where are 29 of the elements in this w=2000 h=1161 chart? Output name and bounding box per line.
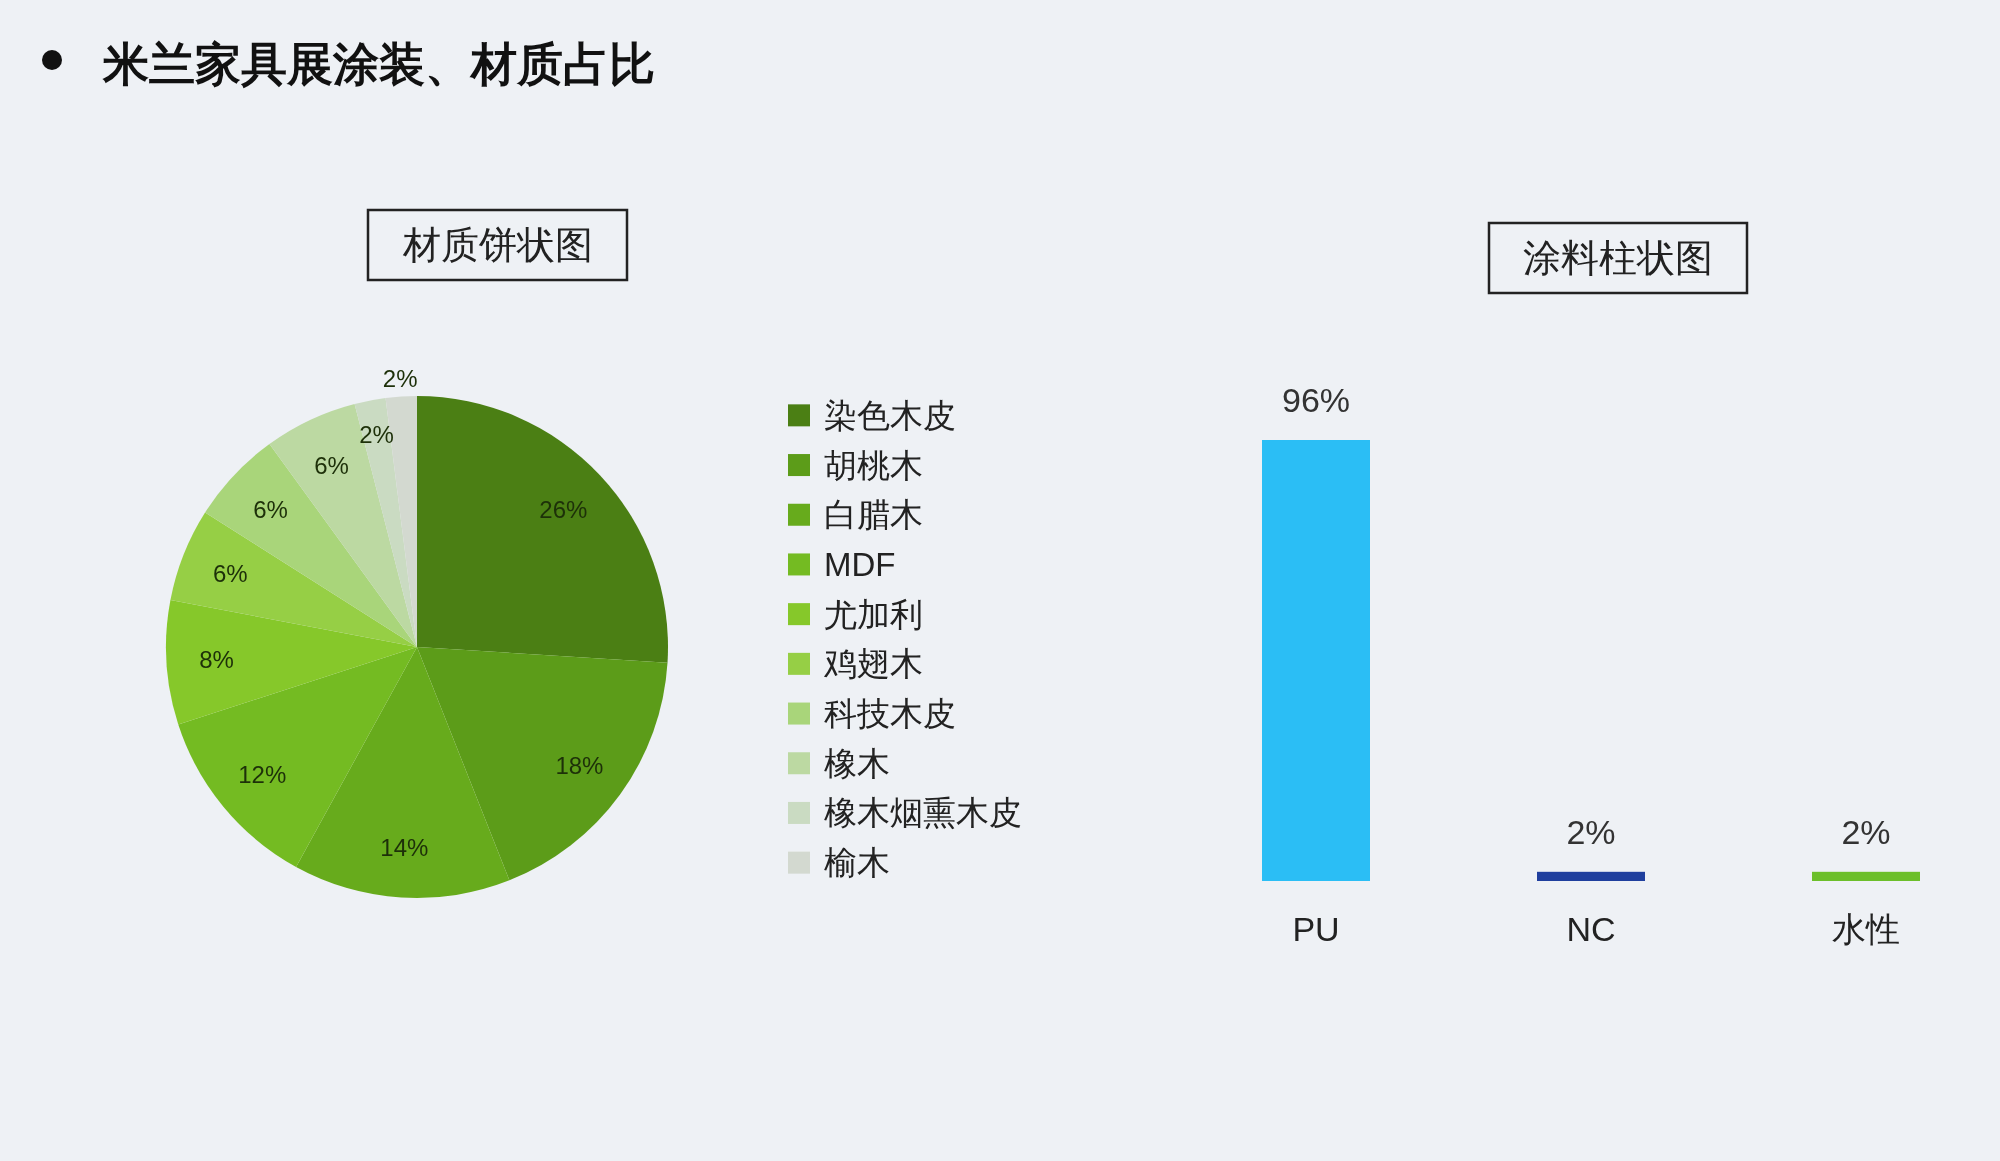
value-label: 26% <box>539 496 588 524</box>
legend-label: 橡木烟熏木皮 <box>824 794 1022 832</box>
value-label: 8% <box>199 646 234 674</box>
category-label: PU <box>1292 910 1340 948</box>
subtitle: 涂料柱状图 <box>1523 237 1713 279</box>
value-label: 14% <box>380 833 429 861</box>
legend-label: 榆木 <box>824 844 890 882</box>
legend-label: 染色木皮 <box>824 396 956 434</box>
legend-label: 科技木皮 <box>824 695 956 733</box>
legend-label: 白腊木 <box>824 496 923 534</box>
legend-label: 胡桃木 <box>824 446 923 484</box>
legend-label: 橡木 <box>824 744 890 782</box>
value-label: 96% <box>1281 381 1351 419</box>
value-label: 18% <box>555 751 604 779</box>
value-label: 6% <box>212 559 248 587</box>
category-label: NC <box>1566 910 1616 948</box>
value-label: 2% <box>1841 812 1891 851</box>
legend-label: MDF <box>824 545 896 583</box>
value-label: 6% <box>314 451 349 479</box>
title: 米兰家具展涂装、材质占比 <box>103 38 655 90</box>
value-label: 2% <box>382 365 418 393</box>
value-label: 12% <box>238 761 287 789</box>
value-label: 2% <box>359 421 394 449</box>
legend-label: 尤加利 <box>824 595 923 633</box>
subtitle: 材质饼状图 <box>403 224 593 266</box>
value-label: 6% <box>253 496 288 524</box>
category-label: 水性 <box>1832 910 1900 948</box>
value-label: 2% <box>1566 812 1616 851</box>
legend-label: 鸡翅木 <box>824 645 923 683</box>
